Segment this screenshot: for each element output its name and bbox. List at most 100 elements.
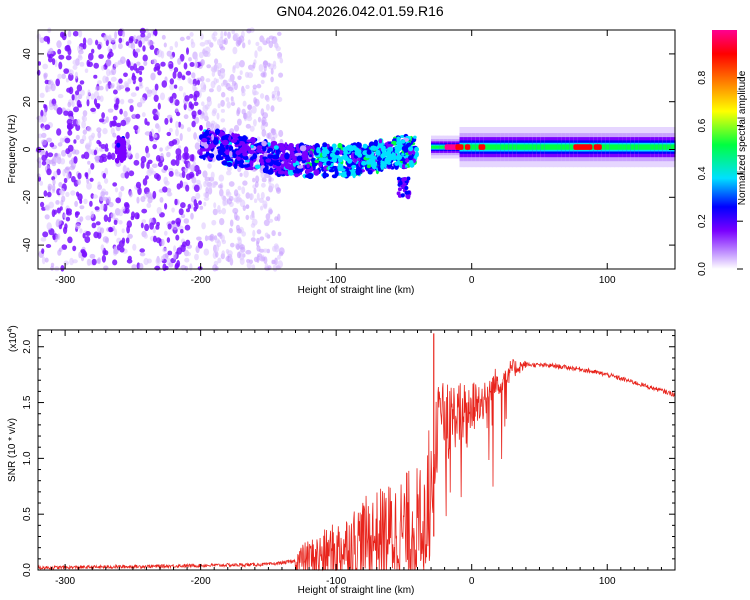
spectrogram-cell <box>247 39 251 45</box>
spectrogram-cell <box>210 171 215 179</box>
spectrogram-cell <box>136 102 143 108</box>
spectrogram-cell <box>200 59 205 66</box>
spectrogram-cell <box>278 166 282 171</box>
spectrogram-cell <box>226 162 233 167</box>
spectrogram-cell <box>366 159 371 165</box>
spectrogram-cell <box>125 207 130 214</box>
spectrogram-cell <box>47 191 52 198</box>
spectrogram-cell <box>221 139 229 146</box>
spectrogram-cell <box>76 179 82 186</box>
spectrogram-cell <box>256 192 260 201</box>
spectrogram-cell <box>309 154 312 158</box>
colorbar-gradient <box>712 30 737 269</box>
spectrogram-cell <box>139 97 146 104</box>
spectrogram-cell <box>238 141 246 146</box>
spectrogram-cell <box>78 49 84 55</box>
spectrogram-cell <box>67 30 72 38</box>
spectrogram-cell <box>528 144 534 150</box>
colorbar-tick-label: 0.0 <box>697 262 708 276</box>
spectrogram-cell <box>66 208 73 214</box>
spectrogram-cell <box>189 32 194 37</box>
spectrogram-cell <box>51 209 56 218</box>
spectrogram-cell <box>182 241 187 248</box>
spectrogram-cell <box>232 46 238 55</box>
spectrogram-cell <box>245 123 251 129</box>
spectrogram-cell <box>148 41 155 46</box>
spectrogram-cell <box>139 81 143 87</box>
spectrogram-cell <box>58 181 63 188</box>
spectrogram-cell <box>228 145 234 151</box>
spectrogram-cell <box>413 135 417 139</box>
spectrogram-cell <box>65 55 72 61</box>
spectrogram-cell <box>97 231 102 239</box>
spectrogram-cell <box>64 137 71 144</box>
spectrogram-cell <box>39 92 45 99</box>
spectrogram-cell <box>61 244 68 250</box>
spectrogram-cell <box>264 232 269 238</box>
spectrogram-cell <box>232 207 239 214</box>
spectrogram-cell <box>347 158 353 164</box>
spectrogram-cell <box>207 163 212 169</box>
spectrogram-cell <box>67 129 73 136</box>
spectrogram-cell <box>55 200 60 205</box>
spectrogram-cell <box>249 160 254 167</box>
spectrogram-cell <box>252 229 256 238</box>
spectrogram-cell <box>175 234 180 241</box>
spectrogram-cell <box>76 84 83 92</box>
spectrogram-cell <box>125 131 130 139</box>
spectrogram-cell <box>154 83 159 91</box>
snr-frame <box>37 329 676 571</box>
spectrogram-cell <box>93 62 99 69</box>
spectrogram-cell <box>112 182 118 187</box>
spectrogram-cell <box>262 167 267 173</box>
spectrogram-cell <box>355 166 362 174</box>
colorbar-tick-label: 0.6 <box>697 118 708 132</box>
spectrogram-cell <box>400 139 406 144</box>
spectrogram-cell <box>105 237 109 244</box>
spectrogram-cell <box>57 219 62 225</box>
spectrogram-cell <box>111 142 116 149</box>
spectrogram-cell <box>261 140 267 147</box>
spectrogram-cell <box>394 145 400 151</box>
spectrogram-cell <box>144 175 149 180</box>
spectrogram-cell <box>48 103 54 111</box>
spectrogram-cell <box>155 237 162 244</box>
spectrogram-cell <box>36 69 41 76</box>
x-tick-label: -100 <box>326 275 346 286</box>
spectrogram-cell <box>210 134 215 141</box>
spectrogram-cell <box>221 91 226 98</box>
spectrogram-cell <box>161 34 166 40</box>
spectrogram-cell <box>366 149 372 155</box>
spectrogram-cell <box>414 146 420 152</box>
spectrogram-cell <box>256 253 263 258</box>
spectrogram-cell <box>109 84 114 89</box>
spectrogram-cell <box>76 118 81 126</box>
spectrogram-cell <box>72 245 77 252</box>
spectrogram-cell <box>380 153 386 159</box>
spectrogram-cell <box>361 160 367 166</box>
spectrogram-cell <box>601 144 607 150</box>
spectrogram-cell <box>400 193 405 198</box>
spectrogram-cell <box>123 72 128 78</box>
spectrogram-cell <box>96 139 101 145</box>
spectrogram-cell <box>86 59 91 67</box>
spectrogram-cell <box>245 249 252 255</box>
spectrogram-cell <box>242 100 247 107</box>
spectrogram-cell <box>103 34 109 41</box>
spectrogram-cell <box>36 33 41 40</box>
spectrogram-cell <box>120 98 125 105</box>
spectrogram-cell <box>101 196 108 201</box>
spectrogram-cell <box>180 229 184 234</box>
spectrogram-cell <box>138 263 144 271</box>
spectrogram-cell <box>146 161 150 170</box>
colorbar-ticks: 0.0 0.2 0.4 0.6 0.8 <box>697 70 743 276</box>
spectrogram-cell <box>366 163 371 169</box>
spectrogram-cell <box>249 125 255 132</box>
spectrogram-cell <box>213 122 218 129</box>
spectrogram-cell <box>164 117 169 125</box>
spectrogram-cell <box>96 127 102 133</box>
spectrogram-cell <box>238 197 243 203</box>
spectrogram-cell <box>46 168 52 176</box>
spectrogram-cell <box>187 77 192 84</box>
